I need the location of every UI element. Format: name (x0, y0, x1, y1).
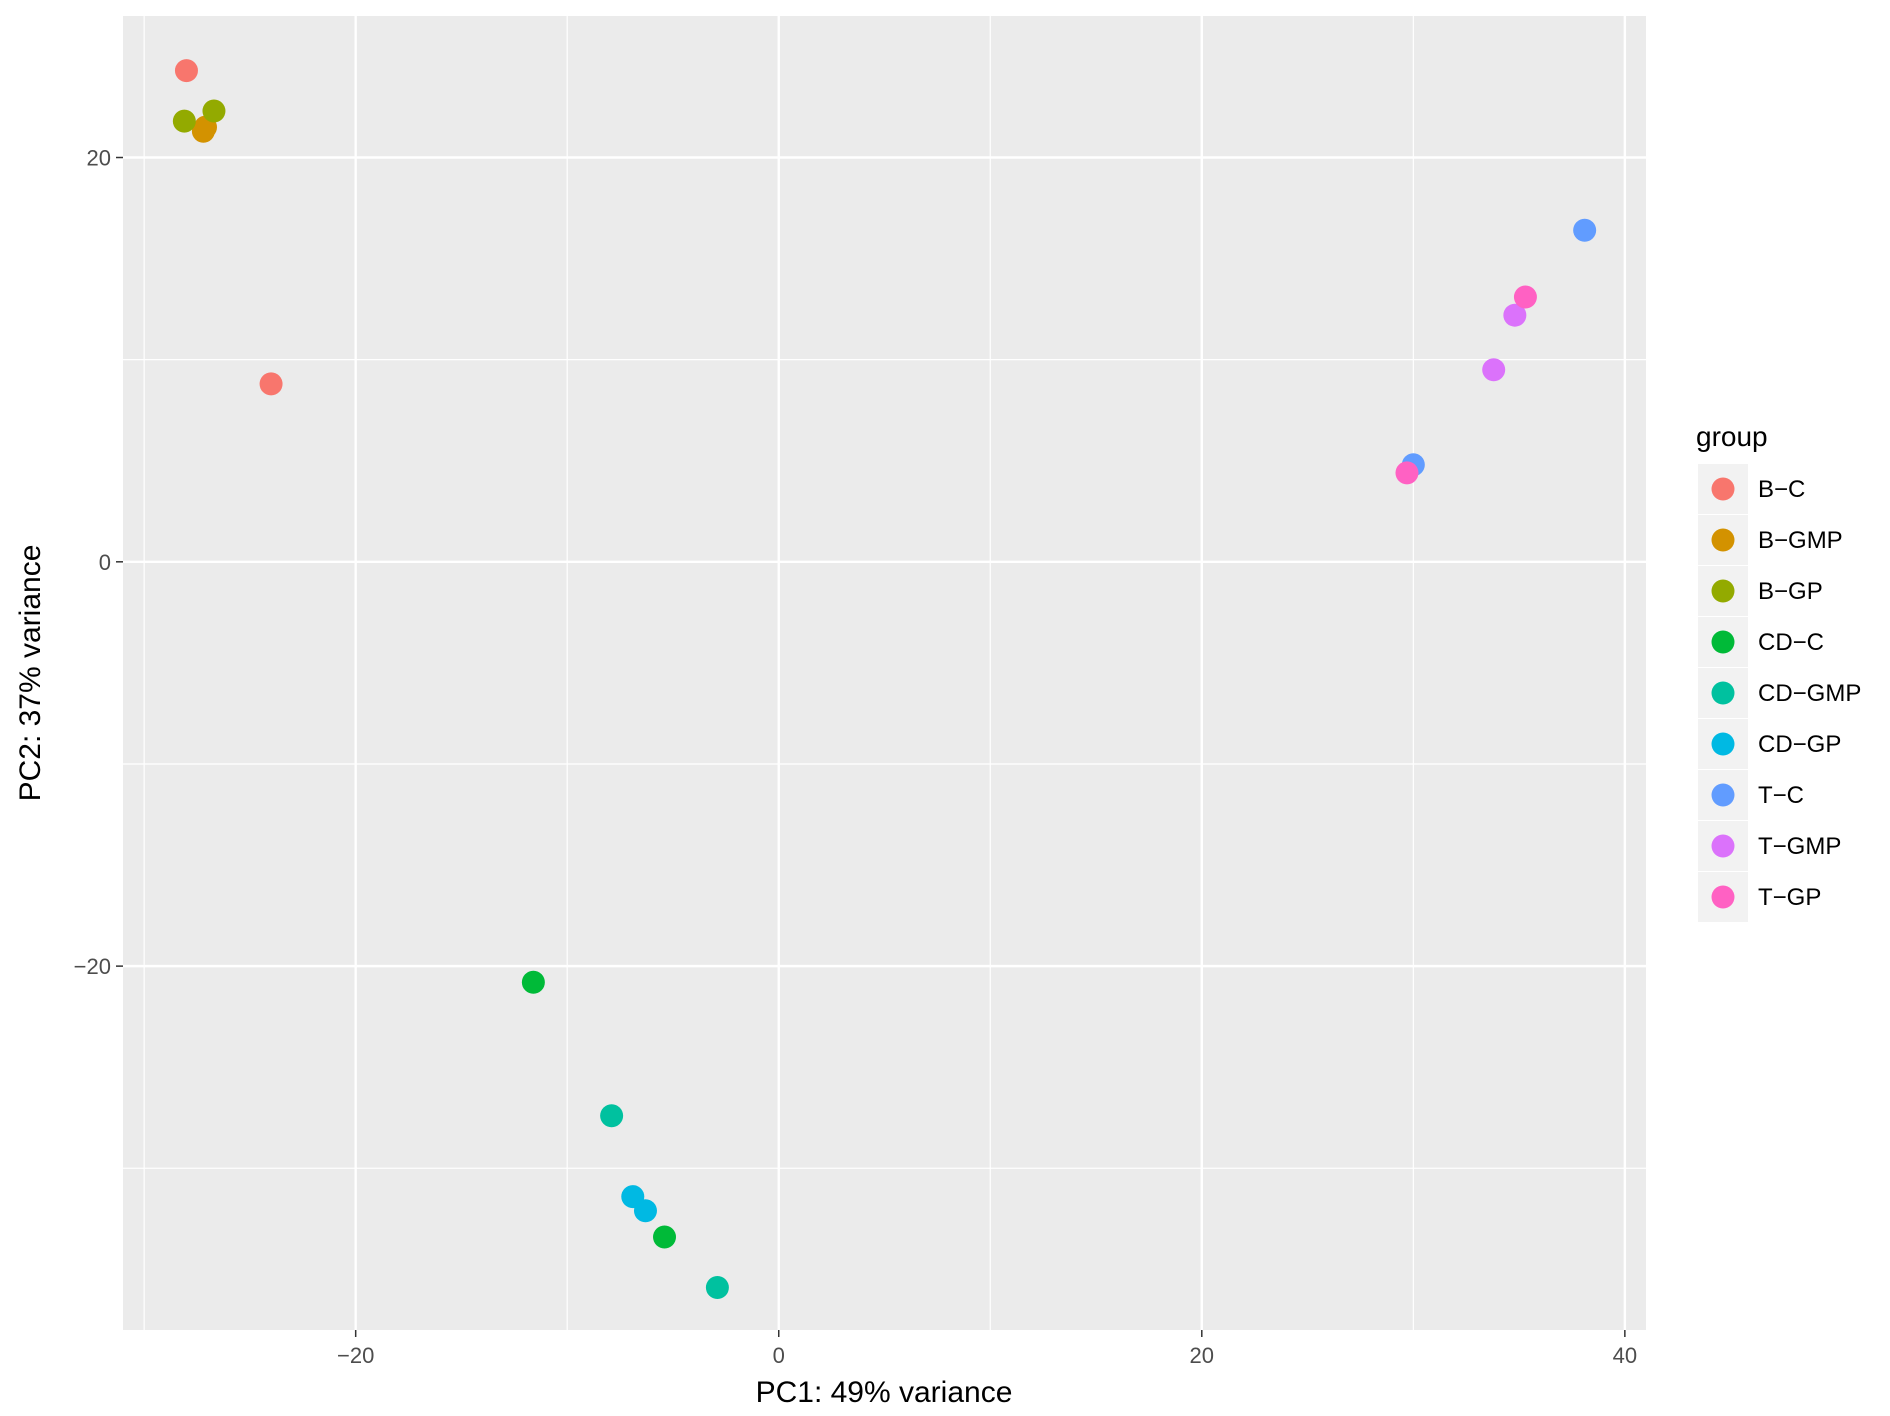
legend-item-label: CD−GMP (1758, 680, 1861, 707)
x-tick-label: 20 (1190, 1343, 1214, 1368)
legend-items: B−C B−GMP B−GP CD−C CD−GMP CD−GP T−C T−GMP T−GP (1698, 464, 1861, 922)
legend-key-dot (1711, 528, 1735, 552)
legend-key-dot (1711, 783, 1735, 807)
legend-item-label: T−C (1758, 782, 1804, 809)
minor-gridlines (123, 16, 1646, 1330)
data-point (202, 99, 226, 123)
x-tick-label: 0 (773, 1343, 785, 1368)
data-point (600, 1104, 624, 1128)
legend-item-label: B−C (1758, 476, 1805, 503)
data-point (521, 970, 545, 994)
data-point (259, 372, 283, 396)
major-gridlines (123, 16, 1646, 1330)
data-point (653, 1225, 677, 1249)
legend-item-label: B−GMP (1758, 527, 1843, 554)
data-points (172, 59, 1597, 1300)
x-axis-ticks: −20 0 20 40 (337, 1330, 1637, 1368)
y-axis-title: PC2: 37% variance (14, 545, 47, 802)
legend-key-dot (1711, 681, 1735, 705)
legend-item-label: CD−GP (1758, 731, 1841, 758)
data-point (1395, 461, 1419, 485)
y-axis-ticks: −20 0 20 (74, 146, 123, 979)
x-tick-label: −20 (337, 1343, 374, 1368)
legend-key-dot (1711, 732, 1735, 756)
x-axis-title: PC1: 49% variance (756, 1376, 1013, 1409)
legend-key-dot (1711, 885, 1735, 909)
data-point (191, 119, 215, 143)
legend-title: group (1696, 421, 1768, 452)
data-point (1503, 303, 1527, 327)
data-point (1482, 358, 1506, 382)
data-point (172, 109, 196, 133)
legend: group B−C B−GMP B−GP CD−C CD−GMP CD−GP T−C T−GM… (1696, 421, 1861, 922)
data-point (174, 59, 198, 83)
y-tick-label: −20 (74, 954, 111, 979)
legend-item-label: CD−C (1758, 629, 1824, 656)
x-tick-label: 40 (1613, 1343, 1637, 1368)
legend-key-dot (1711, 834, 1735, 858)
y-tick-label: 20 (87, 146, 111, 171)
data-point (633, 1199, 657, 1223)
legend-item-label: B−GP (1758, 578, 1823, 605)
data-point (1513, 285, 1537, 309)
legend-key-dot (1711, 579, 1735, 603)
legend-item-label: T−GP (1758, 884, 1821, 911)
y-tick-label: 0 (99, 550, 111, 575)
legend-key-dot (1711, 630, 1735, 654)
data-point (1573, 218, 1597, 242)
panel-background (123, 16, 1646, 1330)
legend-key-dot (1711, 477, 1735, 501)
legend-item-label: T−GMP (1758, 833, 1841, 860)
data-point (705, 1276, 729, 1300)
